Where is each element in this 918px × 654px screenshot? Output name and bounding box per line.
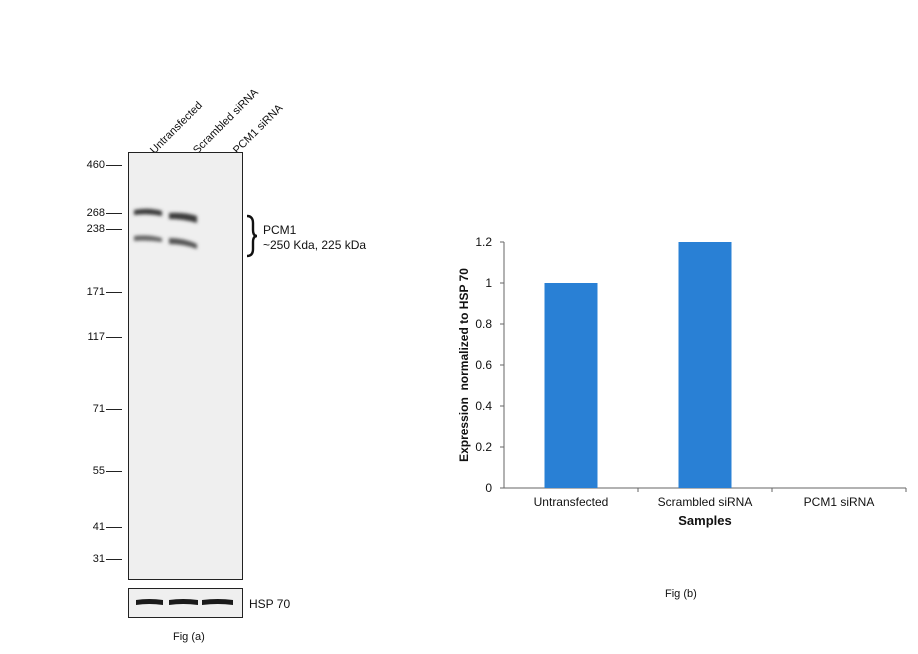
mw-marker-238: 238 [52, 223, 122, 235]
mw-marker-460: 460 [52, 159, 122, 171]
mw-marker-71: 71 [52, 403, 122, 415]
x-axis-title: Samples [678, 513, 731, 528]
expression-bar-chart: 0 0.2 0.4 0.6 0.8 1 1.2 Untransfected Scrambled … [457, 235, 907, 528]
y-axis-title: Expression normalized to HSP 70 [457, 268, 471, 462]
mw-marker-31: 31 [52, 553, 122, 565]
band-untransfected-upper [134, 208, 162, 216]
band-scrambled-upper [169, 212, 197, 223]
band-bracket [246, 214, 258, 258]
y-tick-label: 0.6 [475, 358, 492, 372]
hsp70-label: HSP 70 [249, 597, 291, 611]
hsp70-band-pcm1 [202, 599, 233, 605]
x-tick-label: Untransfected [534, 495, 609, 509]
blot-bands [134, 208, 197, 249]
band-untransfected-lower [134, 235, 162, 242]
bar-untransfected [544, 283, 598, 488]
x-tick-label: Scrambled siRNA [658, 495, 753, 509]
bar-scrambled-sirna [678, 242, 732, 488]
caption-fig-a: Fig (a) [173, 631, 205, 643]
mw-marker-41: 41 [52, 521, 122, 533]
hsp70-band-scrambled [169, 599, 198, 605]
mw-marker-268: 268 [52, 207, 122, 219]
mw-marker-171: 171 [52, 286, 122, 298]
y-tick-label: 0.8 [475, 317, 492, 331]
y-tick-label: 1 [485, 276, 492, 290]
y-tick-label: 1.2 [475, 235, 492, 249]
hsp70-membrane [128, 588, 243, 618]
y-tick-label: 0.2 [475, 440, 492, 454]
blot-membrane [128, 152, 243, 580]
band-label-pcm1: PCM1 [263, 223, 297, 237]
band-scrambled-lower [169, 238, 197, 249]
y-tick-label: 0.4 [475, 399, 492, 413]
hsp70-bands [136, 599, 233, 605]
mw-marker-55: 55 [52, 465, 122, 477]
hsp70-band-untransfected [136, 599, 163, 605]
mw-marker-117: 117 [52, 331, 122, 343]
x-tick-label: PCM1 siRNA [804, 495, 875, 509]
lane-label-scrambled-sirna: Scrambled siRNA [191, 86, 261, 157]
band-size-label: ~250 Kda, 225 kDa [263, 238, 367, 252]
y-tick-label: 0 [485, 481, 492, 495]
caption-fig-b: Fig (b) [665, 588, 697, 600]
